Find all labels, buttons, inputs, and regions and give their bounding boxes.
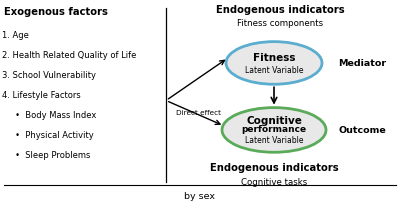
Ellipse shape xyxy=(222,108,326,153)
Text: •  Physical Activity: • Physical Activity xyxy=(2,130,94,139)
Text: Direct effect: Direct effect xyxy=(176,109,221,115)
Text: Cognitive tasks: Cognitive tasks xyxy=(241,177,307,186)
Text: Exogenous factors: Exogenous factors xyxy=(4,7,108,17)
Text: 1. Age: 1. Age xyxy=(2,31,29,40)
Text: Latent Variable: Latent Variable xyxy=(245,136,303,144)
Text: 2. Health Related Quality of Life: 2. Health Related Quality of Life xyxy=(2,51,136,60)
Text: by sex: by sex xyxy=(184,191,216,200)
Text: Outcome: Outcome xyxy=(338,126,386,135)
Text: Latent Variable: Latent Variable xyxy=(245,66,303,75)
Text: 4. Lifestyle Factors: 4. Lifestyle Factors xyxy=(2,91,81,100)
Text: Cognitive: Cognitive xyxy=(246,116,302,126)
Text: 3. School Vulnerability: 3. School Vulnerability xyxy=(2,71,96,80)
Text: Fitness: Fitness xyxy=(253,53,295,63)
Text: •  Body Mass Index: • Body Mass Index xyxy=(2,110,96,119)
Text: •  Sleep Problems: • Sleep Problems xyxy=(2,150,90,159)
Text: Endogenous indicators: Endogenous indicators xyxy=(216,5,344,15)
Text: performance: performance xyxy=(242,125,306,134)
Ellipse shape xyxy=(226,42,322,85)
Text: Mediator: Mediator xyxy=(338,59,386,68)
Text: Fitness components: Fitness components xyxy=(237,19,323,28)
Text: Endogenous indicators: Endogenous indicators xyxy=(210,163,338,173)
